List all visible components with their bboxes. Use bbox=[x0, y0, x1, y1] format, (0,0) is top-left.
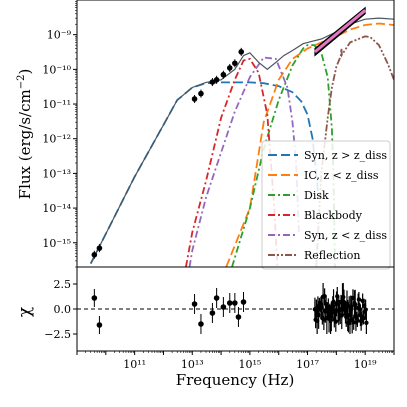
xray-residual-point bbox=[333, 319, 338, 324]
flux-data-point bbox=[220, 71, 227, 78]
legend-label: Reflection bbox=[304, 249, 360, 262]
x-tick-label: 10¹¹ bbox=[123, 358, 146, 371]
xray-residual-point bbox=[364, 320, 369, 325]
y-tick-label: 10⁻¹⁰ bbox=[42, 63, 71, 76]
curve-reflection bbox=[315, 35, 394, 267]
xray-model-band bbox=[313, 9, 367, 54]
xray-residual-point bbox=[363, 307, 368, 312]
flux-data-point bbox=[198, 90, 204, 97]
xray-residual-point bbox=[355, 318, 360, 323]
sed-y-axis-label: Flux (erg/s/cm−2) bbox=[16, 69, 34, 200]
flux-data-point bbox=[96, 245, 103, 251]
flux-data-point bbox=[213, 76, 220, 83]
residual-data-point bbox=[191, 301, 198, 307]
x-tick-label: 10¹⁹ bbox=[354, 358, 377, 371]
legend-label: Disk bbox=[304, 189, 329, 202]
residual-data-point bbox=[209, 310, 216, 316]
x-tick-label: 10¹⁵ bbox=[238, 358, 261, 371]
xray-residual-point bbox=[356, 297, 362, 302]
y-tick-label: 10⁻¹³ bbox=[42, 167, 71, 180]
legend-label: Syn, z > z_diss bbox=[304, 149, 387, 162]
xray-residual-point bbox=[352, 302, 358, 307]
flux-data-point bbox=[232, 60, 238, 67]
flux-data-point bbox=[238, 49, 245, 55]
flux-data-point bbox=[226, 65, 233, 71]
legend-label: Blackbody bbox=[304, 209, 363, 222]
y-tick-label: 10⁻¹¹ bbox=[42, 98, 71, 111]
residual-y-axis-label: χ bbox=[15, 307, 35, 317]
y-tick-label: 10⁻¹⁵ bbox=[42, 237, 71, 250]
y-tick-label: 10⁻⁹ bbox=[47, 29, 72, 42]
xray-residual-point bbox=[351, 320, 356, 325]
legend: Syn, z > z_diss IC, z < z_diss Disk Blackbo… bbox=[261, 140, 391, 270]
residual-data-point bbox=[96, 322, 103, 328]
residual-y-tick-label: 2.5 bbox=[54, 278, 72, 291]
xray-residual-point bbox=[357, 306, 362, 312]
legend-box bbox=[261, 140, 391, 270]
residual-y-tick-label: −2.5 bbox=[44, 328, 71, 341]
residual-data-point bbox=[213, 295, 220, 301]
flux-data-point bbox=[209, 79, 216, 85]
xray-residual-point bbox=[330, 303, 336, 309]
y-tick-label: 10⁻¹⁴ bbox=[42, 202, 71, 215]
x-tick-label: 10¹⁷ bbox=[296, 358, 319, 371]
curve-syn_in bbox=[188, 56, 300, 267]
residual-data-point bbox=[240, 299, 247, 305]
residual-data-point bbox=[226, 300, 233, 306]
residual-data-point bbox=[235, 314, 242, 320]
residual-panel: 2.5 0.0 −2.5 10¹¹ 10¹³ 10¹⁵ 10¹⁷ 10¹⁹ χ Freque… bbox=[15, 266, 395, 389]
flux-data-point bbox=[91, 251, 98, 258]
y-tick-label: 10⁻¹² bbox=[42, 133, 71, 146]
xray-residual-point bbox=[341, 294, 346, 300]
residual-data-point bbox=[220, 304, 227, 310]
x-tick-label: 10¹³ bbox=[181, 358, 204, 371]
residual-data-point bbox=[198, 321, 204, 327]
curve-ic_in bbox=[225, 22, 394, 267]
residual-y-tick-label: 0.0 bbox=[54, 303, 72, 316]
legend-label: IC, z < z_diss bbox=[304, 169, 379, 182]
sed-panel: 10⁻¹⁵ 10⁻¹⁴ 10⁻¹³ 10⁻¹² 10⁻¹¹ 10⁻¹⁰ 10⁻⁹ Flux … bbox=[16, 0, 395, 270]
x-axis-label: Frequency (Hz) bbox=[176, 371, 295, 389]
residual-data-point bbox=[91, 295, 98, 301]
legend-label: Syn, z < z_diss bbox=[304, 229, 387, 242]
residual-data-point bbox=[232, 300, 238, 306]
flux-data-point bbox=[191, 96, 198, 102]
